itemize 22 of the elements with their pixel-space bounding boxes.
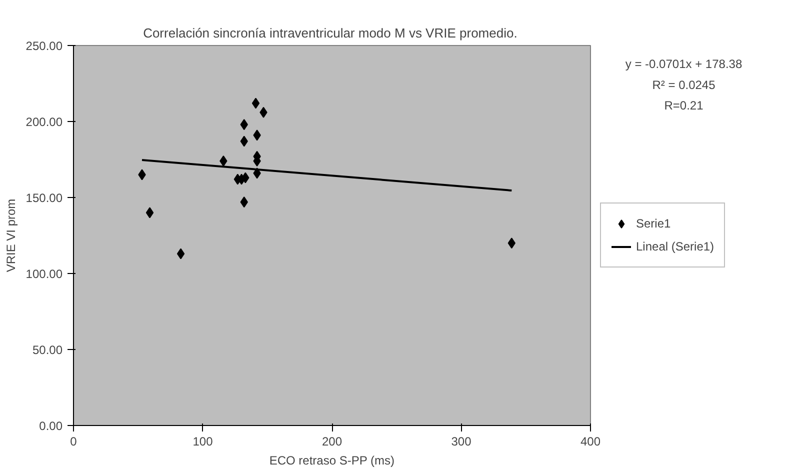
text: y = -0.0701x + 178.38 <box>625 56 742 71</box>
legend-label: Serie1 <box>636 216 671 230</box>
y-tick-label: 50.00 <box>32 343 63 357</box>
y-tick-label: 250.00 <box>26 39 63 53</box>
x-tick-label: 200 <box>322 434 342 448</box>
y-tick-label: 150.00 <box>26 191 63 205</box>
point <box>252 98 260 109</box>
text: R² = 0.0245 <box>652 78 716 92</box>
x-axis-title: ECO retraso S-PP (ms) <box>269 454 394 468</box>
legend-label: Lineal (Serie1) <box>636 240 714 254</box>
y-tick-label: 100.00 <box>26 267 63 281</box>
chart-title: Correlación sincronía intraventricular modo M vs VRIE promedio. <box>143 26 518 40</box>
x-tick-label: 0 <box>70 434 78 448</box>
x-tick-label: 300 <box>451 434 472 448</box>
x-tick-label: 400 <box>580 434 601 448</box>
text: R=0.21 <box>664 98 704 113</box>
point <box>176 248 185 260</box>
y-axis-title: VRIE VI prom <box>4 198 18 272</box>
y-tick-label: 0.00 <box>39 419 63 433</box>
x-tick-label: 100 <box>192 434 214 448</box>
y-tick-label: 200.00 <box>26 115 63 129</box>
point <box>146 207 154 218</box>
